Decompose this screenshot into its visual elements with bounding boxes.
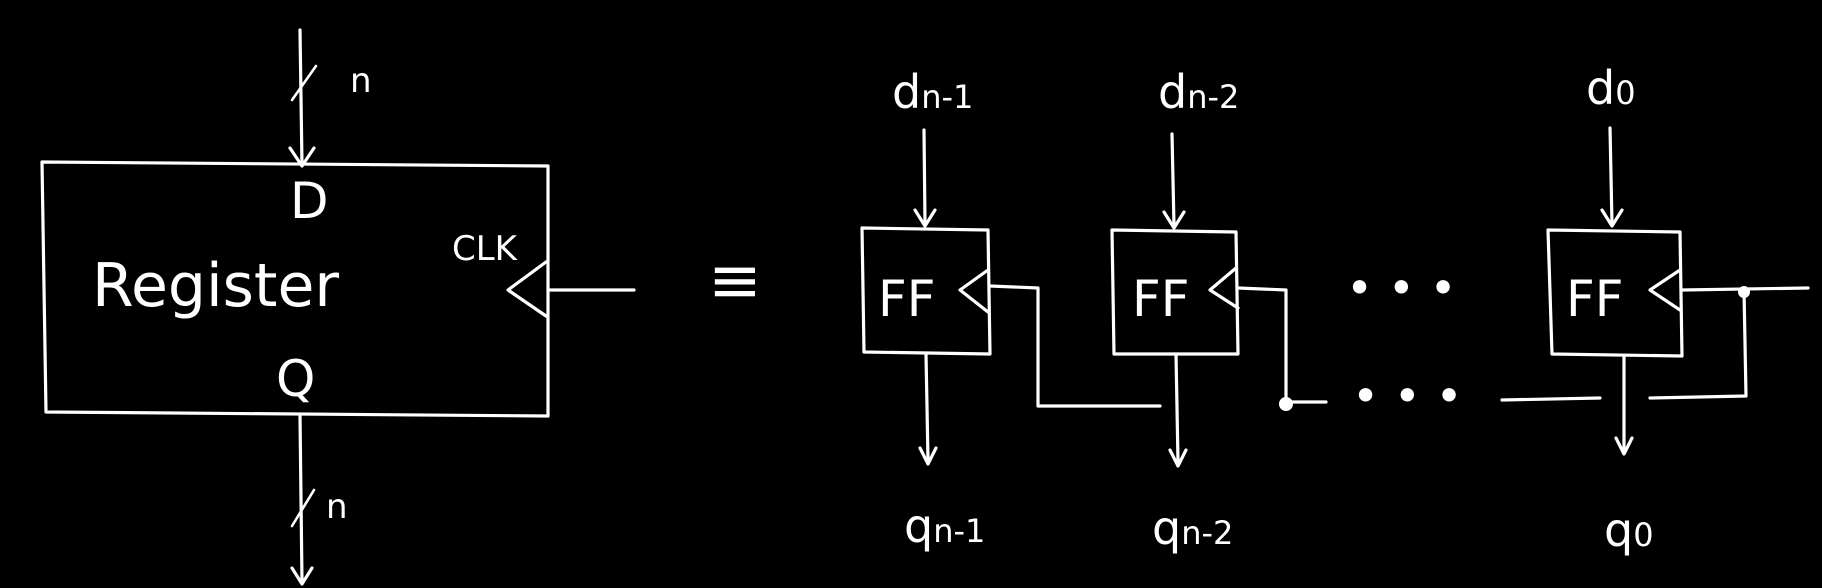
ff-clock-tap (1648, 288, 1748, 400)
register-input-label: D (290, 172, 329, 230)
register-title: Register (92, 251, 339, 321)
ff-input-arrowhead (913, 208, 937, 228)
flip-flop-array: dn-1 FF qn-1 dn-2 FF qn-2 • • • (860, 61, 1810, 557)
ff-label: FF (1566, 270, 1624, 328)
ff-block (1546, 228, 1684, 358)
register-block: n D Register CLK Q n (40, 28, 636, 586)
ff-output-arrowhead (918, 446, 938, 466)
ff-input-wire (1170, 132, 1176, 228)
ff-input-wire (1608, 126, 1614, 226)
ff-clock-wire (1236, 286, 1288, 404)
ff-input-arrowhead (1600, 208, 1624, 228)
flip-flop-second: dn-2 FF qn-2 (1110, 65, 1288, 555)
ff-input-wire (922, 128, 927, 226)
ff-output-wire (924, 352, 930, 462)
register-output-arrowhead (290, 566, 314, 586)
ff-output-arrowhead (1168, 448, 1188, 468)
ff-block (1110, 228, 1240, 356)
ff-input-label: d0 (1586, 61, 1636, 115)
ff-clock-wedge (1208, 266, 1240, 310)
flip-flop-lsb: d0 FF q0 (1546, 61, 1810, 557)
ff-output-wire (1174, 352, 1180, 464)
register-input-width-label: n (350, 61, 372, 101)
clock-junction-dot (1279, 397, 1293, 411)
register-output-wire (298, 414, 304, 584)
flip-flop-msb: dn-1 FF qn-1 (860, 65, 1162, 553)
register-clock-wedge (506, 260, 548, 318)
flip-flop-ellipsis: • • • (1346, 261, 1457, 315)
register-clock-label: CLK (452, 229, 519, 269)
ff-label: FF (878, 270, 936, 328)
ff-output-label: qn-2 (1152, 501, 1233, 555)
ff-input-label: dn-2 (1158, 65, 1239, 119)
clock-junction-dot (1738, 286, 1750, 298)
register-output-bus-slash (290, 488, 316, 528)
ff-input-arrowhead (1162, 210, 1186, 230)
ff-output-arrowhead (1614, 436, 1634, 456)
ff-clock-wedge (1648, 268, 1682, 312)
register-input-arrowhead (288, 146, 316, 168)
ff-clock-wedge (958, 268, 990, 314)
equivalence-symbol: ≡ (708, 244, 762, 318)
ff-input-label: dn-1 (892, 65, 973, 119)
ff-block (860, 226, 992, 356)
register-input-bus-slash (290, 64, 318, 102)
ff-label: FF (1132, 270, 1190, 328)
ff-clock-wire (988, 284, 1162, 408)
clock-bus-segment-right (1500, 396, 1602, 402)
register-input-wire (298, 28, 304, 167)
register-output-label: Q (276, 350, 315, 408)
ff-output-label: q0 (1604, 503, 1654, 557)
clock-bus-ellipsis: • • • (1352, 369, 1463, 423)
ff-output-label: qn-1 (904, 499, 985, 553)
register-body (40, 160, 550, 418)
register-output-width-label: n (326, 487, 348, 527)
